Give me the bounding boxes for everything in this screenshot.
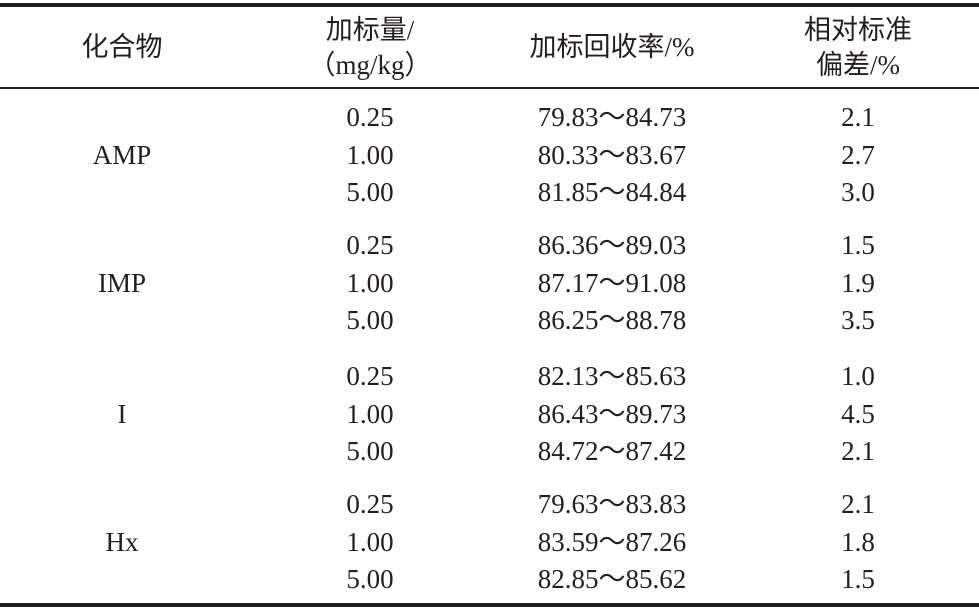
data-cell: 2.1	[841, 489, 875, 519]
data-cell: 1.0	[841, 361, 875, 391]
data-cell: 82.85～85.62	[537, 564, 687, 594]
data-cell: 1.9	[841, 267, 875, 298]
data-cell: 86.25～88.78	[537, 305, 687, 335]
data-cell: 1.5	[841, 230, 875, 260]
header-cell: （mg/kg）	[308, 50, 432, 80]
data-cell: 0.25	[346, 361, 394, 391]
compound-cell: Hx	[105, 526, 139, 557]
data-cell: 2.1	[841, 102, 875, 132]
data-cell: 84.72～87.42	[537, 436, 687, 466]
compound-cell: IMP	[97, 267, 147, 298]
data-cell: 79.63～83.83	[537, 489, 687, 519]
data-cell: 5.00	[346, 436, 394, 466]
header-cell: 相对标准	[804, 15, 912, 45]
data-cell: 1.00	[346, 526, 394, 557]
header-rule	[0, 87, 979, 89]
data-cell: 1.8	[841, 526, 875, 557]
data-cell: 83.59～87.26	[537, 526, 687, 557]
bottom-rule	[0, 603, 979, 607]
data-cell: 5.00	[346, 564, 394, 594]
data-cell: 81.85～84.84	[537, 177, 687, 207]
top-rule	[0, 3, 979, 7]
data-cell: 1.00	[346, 398, 394, 429]
compound-cell: AMP	[92, 139, 152, 170]
data-cell: 2.1	[841, 436, 875, 466]
header-cell: 加标量/	[325, 15, 415, 45]
data-cell: 82.13～85.63	[537, 361, 687, 391]
data-cell: 1.00	[346, 139, 394, 170]
data-cell: 0.25	[346, 102, 394, 132]
data-cell: 0.25	[346, 230, 394, 260]
data-cell: 86.43～89.73	[537, 398, 687, 429]
data-cell: 0.25	[346, 489, 394, 519]
data-cell: 2.7	[841, 139, 875, 170]
data-cell: 5.00	[346, 177, 394, 207]
header-cell: 偏差/%	[816, 50, 900, 80]
header-cell: 化合物	[81, 32, 163, 62]
data-cell: 79.83～84.73	[537, 102, 687, 132]
data-cell: 4.5	[841, 398, 875, 429]
data-cell: 5.00	[346, 305, 394, 335]
data-cell: 1.00	[346, 267, 394, 298]
data-cell: 3.5	[841, 305, 875, 335]
data-cell: 1.5	[841, 564, 875, 594]
data-cell: 86.36～89.03	[537, 230, 687, 260]
data-cell: 80.33～83.67	[537, 139, 687, 170]
data-cell: 3.0	[841, 177, 875, 207]
header-cell: 加标回收率/%	[529, 32, 695, 62]
data-cell: 87.17～91.08	[537, 267, 687, 298]
compound-cell: I	[117, 398, 127, 429]
